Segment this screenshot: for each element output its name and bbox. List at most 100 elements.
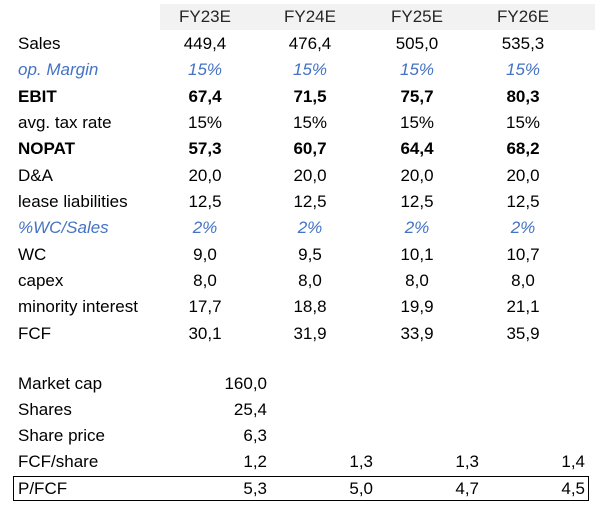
cell-fy24e: 9,5 — [298, 245, 322, 264]
row-market-cap: Market cap 160,0 — [0, 371, 603, 397]
cell-fy23e: 15% — [187, 60, 223, 79]
row-label: lease liabilities — [18, 192, 128, 211]
cell-fy26e: 10,7 — [506, 245, 540, 264]
cell-fy23e: 2% — [192, 218, 218, 237]
row-label: EBIT — [18, 87, 57, 106]
cell-fy24e: 15% — [292, 113, 328, 132]
cell-fy26e: 80,3 — [506, 87, 540, 106]
row-d-and-a: D&A 20,0 20,0 20,0 20,0 — [0, 163, 603, 189]
row-label: FCF — [18, 324, 52, 343]
row-sales: Sales 449,4 476,4 505,0 535,3 — [0, 31, 603, 57]
cell-fy23e: 449,4 — [183, 34, 227, 53]
cell-fy26e: 535,3 — [501, 34, 545, 53]
cell-fy24e: 20,0 — [293, 166, 327, 185]
cell-fy26e: 20,0 — [506, 166, 540, 185]
row-lease-liabilities: lease liabilities 12,5 12,5 12,5 12,5 — [0, 189, 603, 215]
cell-fy23e: 67,4 — [188, 87, 222, 106]
cell-fy24e: 12,5 — [293, 192, 327, 211]
row-op-margin: op. Margin 15% 15% 15% 15% — [0, 57, 603, 83]
cell-fy25e: 8,0 — [405, 271, 429, 290]
cell-fy25e: 10,1 — [400, 245, 434, 264]
cell-fy23e: 57,3 — [188, 139, 222, 158]
cell-fy25e: 75,7 — [400, 87, 434, 106]
cell-fy26e: 2% — [510, 218, 536, 237]
row-fcf: FCF 30,1 31,9 33,9 35,9 — [0, 321, 603, 347]
cell-fy25e: 15% — [399, 113, 435, 132]
cell-fy23e: 12,5 — [188, 192, 222, 211]
row-label: op. Margin — [18, 60, 99, 79]
row-label: WC — [18, 245, 47, 264]
cell-fy25e: 2% — [404, 218, 430, 237]
row-avg-tax-rate: avg. tax rate 15% 15% 15% 15% — [0, 110, 603, 136]
cell-fy24e: 476,4 — [288, 34, 332, 53]
year-header-fy24e: FY24E — [284, 7, 336, 26]
row-label: capex — [18, 271, 64, 290]
header-band — [160, 4, 595, 30]
cell-fy26e: 15% — [505, 113, 541, 132]
cell-fy25e: 20,0 — [400, 166, 434, 185]
row-nopat: NOPAT 57,3 60,7 64,4 68,2 — [0, 136, 603, 162]
cell-fy24e: 2% — [297, 218, 323, 237]
cell-fy23e: 17,7 — [188, 297, 222, 316]
row-label: Sales — [18, 34, 61, 53]
cell-fy26e: 1,4 — [561, 452, 585, 471]
cell-fy24e: 15% — [292, 60, 328, 79]
row-label: minority interest — [18, 297, 138, 316]
share-price-value: 6,3 — [243, 426, 267, 445]
row-label: NOPAT — [18, 139, 75, 158]
shares-value: 25,4 — [233, 400, 267, 419]
cell-fy23e: 9,0 — [193, 245, 217, 264]
cell-fy23e: 15% — [187, 113, 223, 132]
cell-fy26e: 4,5 — [561, 479, 585, 498]
year-header-fy25e: FY25E — [391, 7, 443, 26]
cell-fy25e: 1,3 — [455, 452, 479, 471]
row-wc-sales: %WC/Sales 2% 2% 2% 2% — [0, 215, 603, 241]
cell-fy25e: 15% — [399, 60, 435, 79]
market-cap-value: 160,0 — [224, 374, 267, 393]
cell-fy24e: 18,8 — [293, 297, 327, 316]
header-row: FY23E FY24E FY25E FY26E — [0, 4, 603, 30]
row-shares: Shares 25,4 — [0, 397, 603, 423]
year-header-fy23e: FY23E — [179, 7, 231, 26]
p-fcf-border — [13, 476, 589, 501]
cell-fy23e: 1,2 — [243, 452, 267, 471]
cell-fy24e: 71,5 — [293, 87, 327, 106]
row-label: Share price — [18, 426, 105, 445]
cell-fy25e: 33,9 — [400, 324, 434, 343]
row-wc: WC 9,0 9,5 10,1 10,7 — [0, 242, 603, 268]
row-label: Market cap — [18, 374, 103, 393]
cell-fy23e: 20,0 — [188, 166, 222, 185]
cell-fy24e: 5,0 — [349, 479, 373, 498]
cell-fy25e: 505,0 — [395, 34, 439, 53]
cell-fy24e: 31,9 — [293, 324, 327, 343]
cell-fy25e: 4,7 — [455, 479, 479, 498]
cell-fy26e: 15% — [505, 60, 541, 79]
row-label: Shares — [18, 400, 72, 419]
row-minority-interest: minority interest 17,7 18,8 19,9 21,1 — [0, 294, 603, 320]
cell-fy26e: 8,0 — [511, 271, 535, 290]
row-fcf-share: FCF/share 1,2 1,3 1,3 1,4 — [0, 449, 603, 475]
cell-fy24e: 60,7 — [293, 139, 327, 158]
row-label: avg. tax rate — [18, 113, 112, 132]
cell-fy23e: 8,0 — [193, 271, 217, 290]
cell-fy25e: 19,9 — [400, 297, 434, 316]
cell-fy25e: 64,4 — [400, 139, 434, 158]
cell-fy24e: 8,0 — [298, 271, 322, 290]
year-header-fy26e: FY26E — [497, 7, 549, 26]
row-p-fcf: P/FCF 5,3 5,0 4,7 4,5 — [0, 476, 603, 502]
row-label: %WC/Sales — [18, 218, 109, 237]
row-label: D&A — [18, 166, 53, 185]
cell-fy23e: 5,3 — [243, 479, 267, 498]
row-share-price: Share price 6,3 — [0, 423, 603, 449]
cell-fy25e: 12,5 — [400, 192, 434, 211]
row-ebit: EBIT 67,4 71,5 75,7 80,3 — [0, 84, 603, 110]
cell-fy26e: 35,9 — [506, 324, 540, 343]
row-label: P/FCF — [18, 479, 68, 498]
cell-fy24e: 1,3 — [349, 452, 373, 471]
row-label: FCF/share — [18, 452, 99, 471]
cell-fy26e: 12,5 — [506, 192, 540, 211]
cell-fy26e: 21,1 — [506, 297, 540, 316]
row-capex: capex 8,0 8,0 8,0 8,0 — [0, 268, 603, 294]
cell-fy26e: 68,2 — [506, 139, 540, 158]
